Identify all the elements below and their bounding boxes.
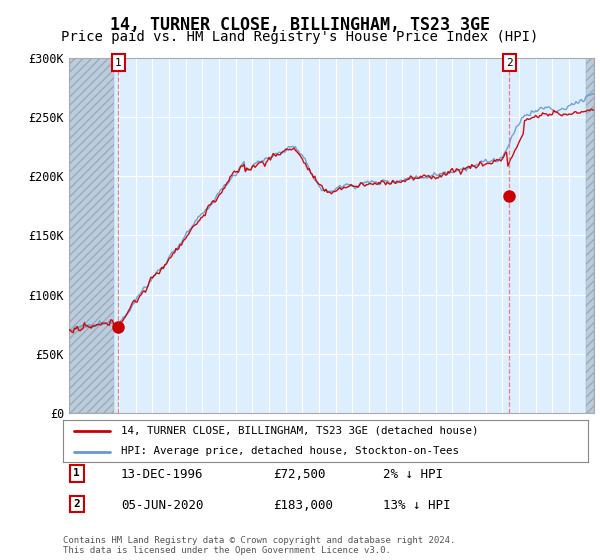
Text: £183,000: £183,000 [273,499,333,512]
Text: Price paid vs. HM Land Registry's House Price Index (HPI): Price paid vs. HM Land Registry's House … [61,30,539,44]
Text: 1: 1 [74,469,80,478]
Text: 14, TURNER CLOSE, BILLINGHAM, TS23 3GE: 14, TURNER CLOSE, BILLINGHAM, TS23 3GE [110,16,490,34]
Text: 2: 2 [506,58,513,68]
Text: Contains HM Land Registry data © Crown copyright and database right 2024.
This d: Contains HM Land Registry data © Crown c… [63,536,455,556]
Text: HPI: Average price, detached house, Stockton-on-Tees: HPI: Average price, detached house, Stoc… [121,446,459,456]
Text: 2: 2 [74,499,80,509]
Text: 14, TURNER CLOSE, BILLINGHAM, TS23 3GE (detached house): 14, TURNER CLOSE, BILLINGHAM, TS23 3GE (… [121,426,478,436]
Text: 2% ↓ HPI: 2% ↓ HPI [383,469,443,482]
Text: 05-JUN-2020: 05-JUN-2020 [121,499,203,512]
Text: 13-DEC-1996: 13-DEC-1996 [121,469,203,482]
Text: 13% ↓ HPI: 13% ↓ HPI [383,499,451,512]
Bar [586,58,594,413]
Bar [69,58,114,413]
Text: £72,500: £72,500 [273,469,325,482]
Text: 1: 1 [115,58,122,68]
